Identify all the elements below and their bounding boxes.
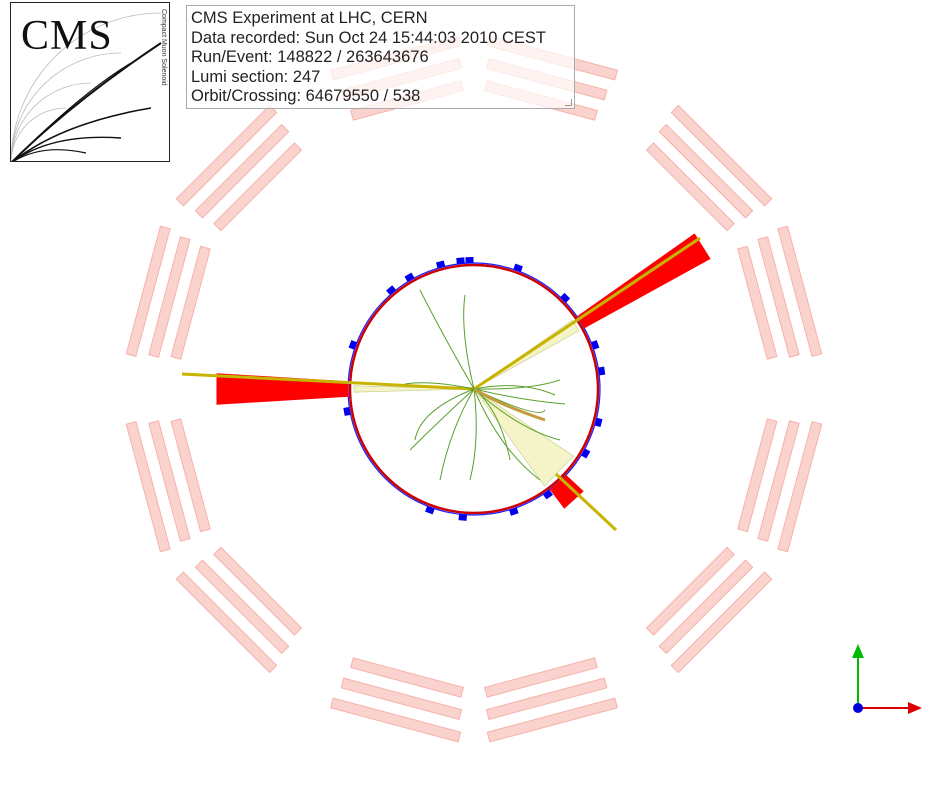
muon-chamber (125, 421, 171, 553)
track (414, 388, 475, 441)
ecal-tower (576, 233, 711, 329)
hcal-block (458, 514, 468, 521)
muon-track (181, 372, 475, 391)
muon-chamber (330, 697, 462, 743)
muon-chamber (148, 236, 191, 358)
logo-subtitle: Compact Muon Solenoid (160, 9, 167, 86)
muon-chamber (670, 571, 773, 674)
event-info-panel: CMS Experiment at LHC, CERN Data recorde… (186, 5, 575, 109)
orbit-crossing-line: Orbit/Crossing: 64679550 / 538 (191, 87, 421, 106)
muon-chamber (777, 225, 823, 357)
muon-chamber (213, 546, 303, 636)
muon-chamber (194, 559, 290, 655)
track (469, 388, 477, 481)
hcal-block (594, 417, 603, 428)
muon-chamber (645, 142, 735, 232)
hcal-block (591, 340, 600, 350)
cms-logo: CMS Compact Muon Solenoid (10, 2, 170, 162)
muon-chamber (350, 657, 465, 698)
lumi-section-line: Lumi section: 247 (191, 67, 321, 86)
muon-chamber (757, 236, 800, 358)
hcal-block (404, 272, 415, 282)
hcal-block (513, 263, 523, 272)
jet-cone (353, 385, 475, 393)
track (473, 388, 541, 481)
jets (181, 233, 711, 532)
muon-chamber (340, 677, 463, 720)
track (404, 382, 475, 390)
muon-chamber (175, 571, 278, 674)
muon-chamber (483, 657, 598, 698)
hcal-block (509, 507, 519, 516)
muon-track (473, 236, 701, 391)
track (409, 388, 475, 451)
recorded-line: Data recorded: Sun Oct 24 15:44:03 2010 … (191, 28, 546, 47)
muon-chamber (194, 123, 290, 219)
muon-chamber (213, 142, 303, 232)
hcal-block (425, 506, 435, 515)
hcal-block (581, 448, 591, 459)
hcal-block (542, 489, 553, 500)
jet-cone (473, 388, 574, 487)
muon-chamber (658, 559, 754, 655)
run-event-line: Run/Event: 148822 / 263643676 (191, 48, 429, 67)
hcal-block (386, 285, 397, 296)
hcal-block (598, 366, 606, 376)
track (473, 385, 556, 396)
hcal-block (456, 257, 465, 265)
track (439, 388, 475, 481)
muon-chamber (737, 418, 778, 533)
track-highlight (473, 387, 546, 422)
tracks (404, 289, 566, 481)
track (473, 388, 561, 441)
hcal-block (465, 256, 474, 264)
hcal-block (348, 340, 357, 350)
hcal-block (343, 406, 351, 416)
muon-chamber (485, 677, 608, 720)
muon-chamber (170, 245, 211, 360)
muon-chamber (486, 697, 618, 743)
hcal-block (435, 260, 446, 269)
muon-chamber (148, 420, 191, 542)
muon-chamber (125, 225, 171, 357)
muon-chamber (757, 420, 800, 542)
hcal-block (560, 292, 571, 303)
muon-chamber (658, 123, 754, 219)
track (463, 294, 475, 390)
muon-track (554, 472, 618, 532)
track (473, 379, 561, 390)
muon-chamber (645, 546, 735, 636)
track (419, 289, 475, 390)
muon-chamber (170, 418, 211, 533)
ecal-tower (549, 474, 584, 509)
muon-chamber (777, 421, 823, 553)
logo-text: CMS (21, 13, 113, 59)
muon-chamber (737, 245, 778, 360)
hcal-deposits (343, 256, 606, 521)
track (473, 388, 566, 405)
axis-icon (852, 644, 922, 714)
experiment-line: CMS Experiment at LHC, CERN (191, 9, 428, 27)
muon-chamber (670, 104, 773, 207)
